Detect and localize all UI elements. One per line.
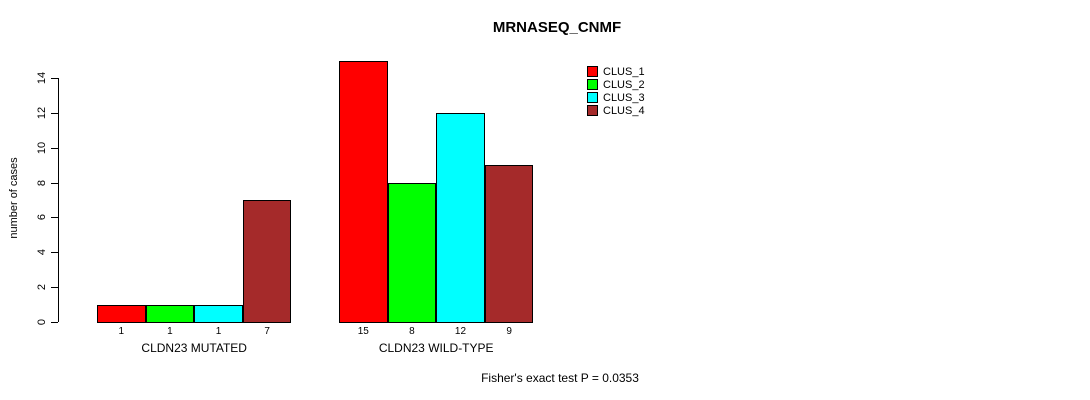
bar-value-label: 1 (215, 326, 222, 337)
bar (145, 304, 195, 323)
bar-value-label: 1 (118, 326, 125, 337)
bar (436, 112, 485, 323)
y-tick (51, 77, 58, 79)
legend: CLUS_1 CLUS_2 CLUS_3 CLUS_4 (587, 65, 645, 117)
y-tick (51, 322, 58, 323)
bar (194, 304, 243, 323)
bar (387, 182, 437, 323)
bar (242, 199, 292, 323)
y-tick-label: 10 (36, 141, 48, 154)
legend-label: CLUS_3 (603, 91, 645, 104)
y-tick-label: 4 (36, 249, 48, 256)
legend-item: CLUS_1 (587, 65, 645, 78)
y-axis-line (58, 77, 59, 322)
bar-value-label: 15 (357, 326, 369, 337)
y-tick (51, 217, 58, 219)
bar-value-label: 9 (506, 326, 512, 337)
legend-swatch (587, 66, 598, 77)
bar-value-label: 8 (409, 326, 415, 337)
legend-swatch (587, 79, 598, 90)
bar (484, 165, 534, 323)
legend-item: CLUS_4 (587, 104, 645, 117)
y-tick (51, 252, 58, 254)
y-tick-label: 2 (36, 284, 48, 291)
y-tick-label: 0 (36, 318, 48, 326)
chart-title: MRNASEQ_CNMF (492, 19, 622, 36)
y-tick (51, 287, 58, 289)
fisher-test-annotation: Fisher's exact test P = 0.0353 (481, 371, 639, 385)
legend-label: CLUS_2 (603, 78, 645, 91)
legend-item: CLUS_2 (587, 78, 645, 91)
y-tick (51, 112, 58, 114)
legend-swatch (587, 92, 598, 103)
bar (97, 304, 146, 323)
legend-label: CLUS_4 (603, 104, 645, 117)
bar-value-label: 7 (264, 326, 270, 337)
y-tick-label: 14 (36, 71, 48, 85)
legend-swatch (587, 105, 598, 116)
legend-label: CLUS_1 (603, 65, 645, 78)
bar-value-label: 12 (454, 326, 467, 337)
group-label: CLDN23 WILD-TYPE (378, 341, 494, 355)
legend-item: CLUS_3 (587, 91, 645, 104)
bar-value-label: 1 (167, 326, 173, 337)
bar (339, 60, 388, 323)
y-tick (51, 147, 58, 149)
y-tick-label: 12 (36, 106, 48, 119)
y-tick-label: 8 (36, 179, 48, 186)
y-tick-label: 6 (36, 214, 48, 221)
group-label: CLDN23 MUTATED (141, 341, 247, 355)
y-tick (51, 182, 58, 184)
y-axis-label: number of cases (8, 157, 20, 239)
